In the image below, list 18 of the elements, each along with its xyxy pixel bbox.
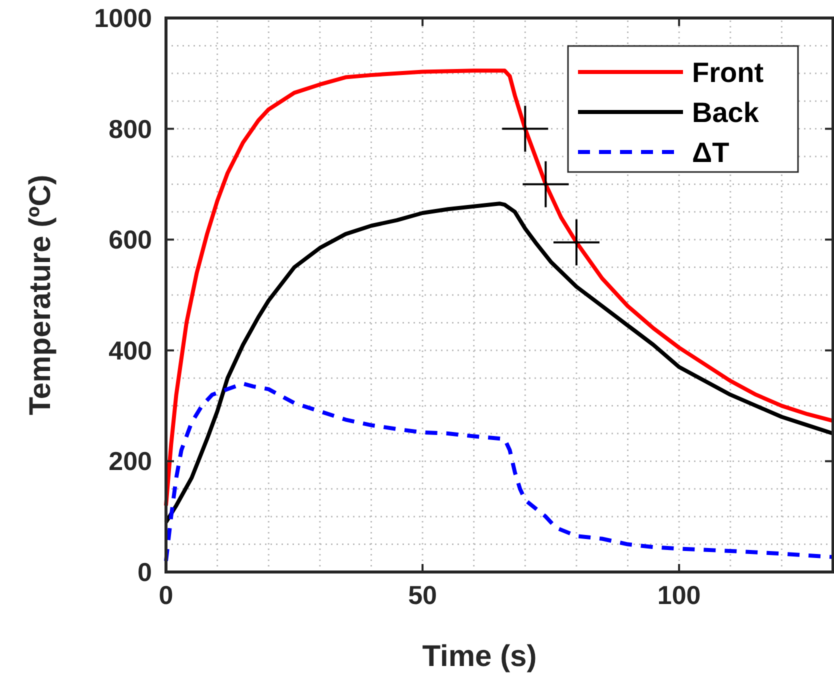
y-tick-label: 600 [108, 224, 152, 255]
y-axis-title: Temperature (ºC) [24, 174, 57, 416]
x-tick-label: 50 [408, 580, 437, 610]
y-tick-label: 1000 [94, 3, 152, 33]
y-tick-label: 400 [108, 335, 152, 366]
line-series [164, 382, 834, 563]
x-tick-label: 0 [158, 580, 174, 610]
x-axis-title: Time (s) [422, 640, 537, 673]
legend-label: ΔT [692, 137, 730, 168]
legend-label: Back [692, 97, 760, 128]
point [502, 106, 548, 152]
point [553, 219, 600, 266]
y-tick-label: 200 [108, 446, 152, 476]
x-tick-label: 100 [657, 580, 701, 610]
y-tick-label: 0 [138, 557, 152, 587]
y-tick-label: 800 [108, 114, 152, 144]
point [522, 161, 569, 208]
legend-label: Front [692, 57, 764, 88]
